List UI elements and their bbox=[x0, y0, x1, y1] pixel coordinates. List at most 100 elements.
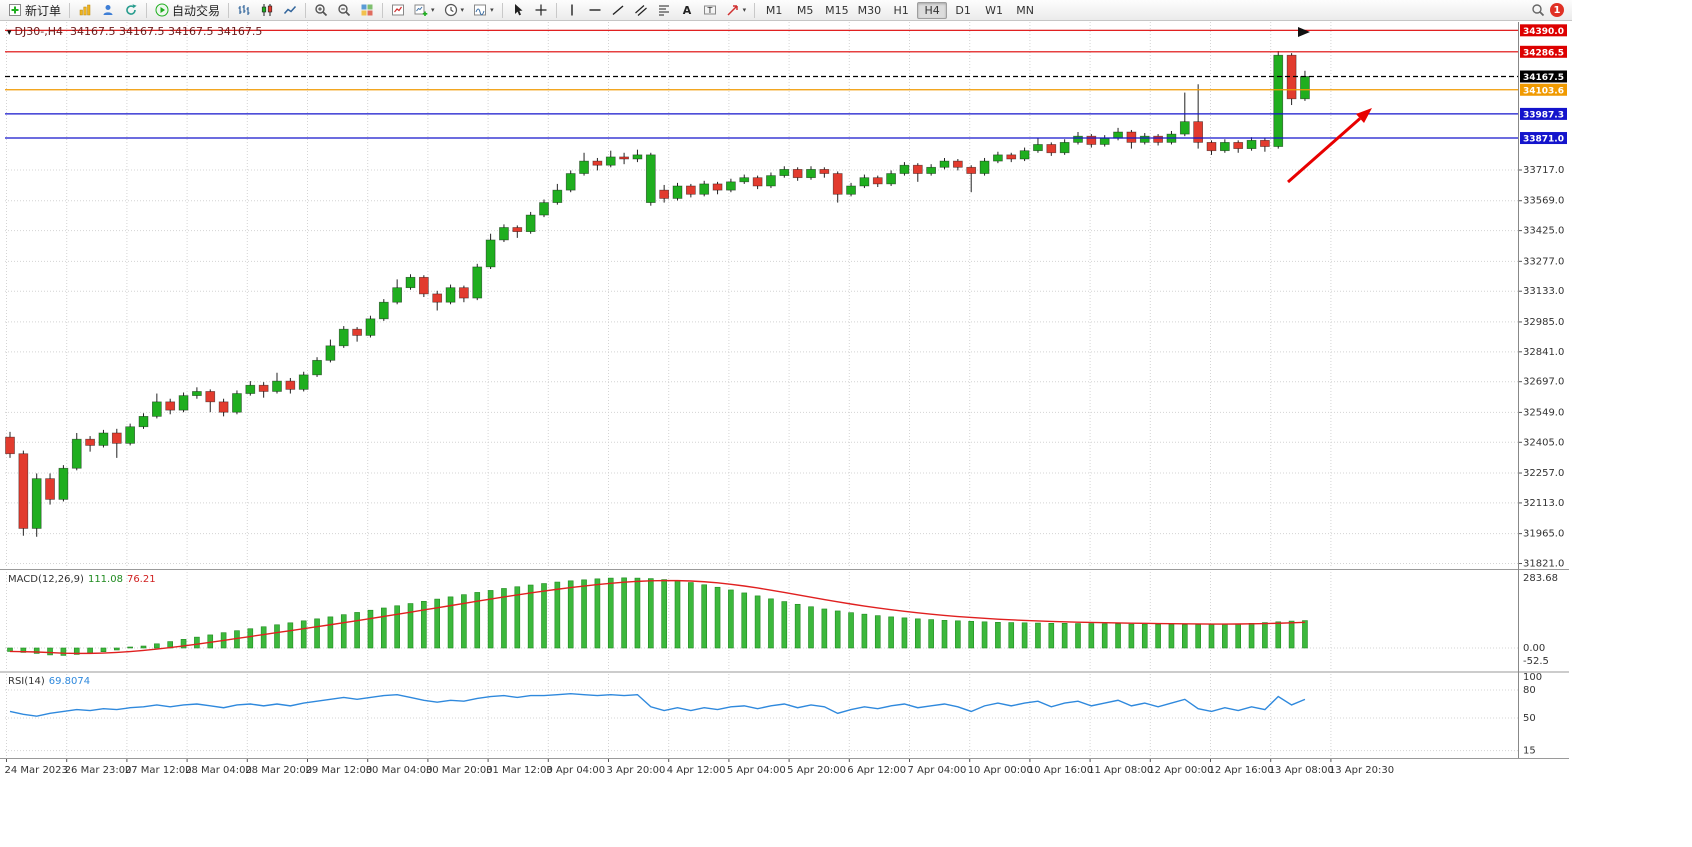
chart-candles-button[interactable] bbox=[256, 0, 278, 20]
new-order-button[interactable]: 新订单 bbox=[4, 0, 65, 20]
macd-bar bbox=[554, 581, 561, 649]
tile-windows-button[interactable] bbox=[356, 0, 378, 20]
candle-body bbox=[1006, 154, 1017, 160]
candle-body bbox=[419, 276, 429, 295]
indicator-list-button[interactable] bbox=[387, 0, 409, 20]
candle-body bbox=[192, 391, 202, 396]
candle-body bbox=[1260, 139, 1270, 147]
candle-body bbox=[619, 156, 629, 160]
svg-text:33871.0: 33871.0 bbox=[1523, 135, 1564, 145]
cursor-button[interactable] bbox=[507, 0, 529, 20]
notification-badge[interactable]: 1 bbox=[1550, 3, 1564, 17]
profiles-button[interactable] bbox=[97, 0, 119, 20]
trendline-button[interactable] bbox=[607, 0, 629, 20]
svg-text:A: A bbox=[682, 4, 691, 17]
chevron-down-icon: ▾ bbox=[431, 5, 435, 14]
macd-bar bbox=[487, 590, 494, 649]
vertical-line-button[interactable] bbox=[561, 0, 583, 20]
candle-body bbox=[218, 401, 229, 413]
timeframe-button-M15[interactable]: M15 bbox=[825, 3, 849, 17]
macd-bar bbox=[701, 584, 708, 649]
label-button[interactable]: T bbox=[699, 0, 721, 20]
candle-body bbox=[779, 169, 790, 176]
template-icon bbox=[474, 4, 487, 16]
candle-body bbox=[739, 177, 750, 183]
periods-button[interactable]: ▾ bbox=[440, 0, 469, 20]
candle-body bbox=[792, 169, 803, 179]
macd-axis-label: -52.5 bbox=[1523, 656, 1549, 667]
candle-body bbox=[45, 478, 55, 500]
time-axis-label: 11 Apr 08:00 bbox=[1088, 765, 1153, 776]
timeframe-button-W1[interactable]: W1 bbox=[985, 3, 1004, 17]
chart-bars-button[interactable] bbox=[233, 0, 255, 20]
macd-bar bbox=[434, 598, 441, 649]
timeframe-button-H4[interactable]: H4 bbox=[917, 1, 948, 19]
separator bbox=[382, 2, 384, 18]
trendline-icon bbox=[612, 5, 624, 16]
candle-body bbox=[85, 438, 95, 446]
candle-body bbox=[1219, 142, 1230, 152]
bar-chart-icon bbox=[238, 5, 250, 15]
candle-body bbox=[1073, 135, 1083, 143]
macd-bar bbox=[674, 580, 681, 649]
macd-bar bbox=[447, 596, 454, 649]
macd-bar bbox=[154, 643, 160, 649]
channel-button[interactable] bbox=[630, 0, 652, 20]
macd-bar bbox=[607, 577, 614, 649]
macd-bar bbox=[728, 589, 734, 649]
time-axis-label: 3 Apr 04:00 bbox=[546, 765, 605, 776]
candle-body bbox=[605, 156, 616, 166]
time-axis-label: 31 Mar 12:00 bbox=[486, 765, 553, 776]
timeframe-button-M30[interactable]: M30 bbox=[857, 3, 882, 17]
macd-bar bbox=[1088, 623, 1095, 649]
svg-text:33987.3: 33987.3 bbox=[1523, 110, 1564, 120]
candle-body bbox=[98, 432, 109, 446]
zoom-out-button[interactable] bbox=[333, 0, 355, 20]
horizontal-line-button[interactable] bbox=[584, 0, 606, 20]
templates-button[interactable]: ▾ bbox=[469, 0, 498, 20]
vertical-line-icon bbox=[570, 4, 573, 16]
chart-line-button[interactable] bbox=[279, 0, 301, 20]
macd-layer: 283.68 0.00 -52.5 bbox=[5, 573, 1558, 667]
refresh-button[interactable] bbox=[120, 0, 142, 20]
macd-bar bbox=[888, 616, 894, 649]
timeframe-button-H1[interactable]: H1 bbox=[893, 3, 909, 17]
crosshair-button[interactable] bbox=[530, 0, 552, 20]
price-axis-label: 32113.0 bbox=[1523, 498, 1564, 509]
macd-bar bbox=[647, 578, 654, 649]
fibonacci-button[interactable] bbox=[653, 0, 675, 20]
timeframe-button-M1[interactable]: M1 bbox=[765, 3, 783, 17]
candle-body bbox=[1033, 144, 1043, 152]
timeframe-button-D1[interactable]: D1 bbox=[955, 3, 971, 17]
macd-bar bbox=[914, 618, 921, 649]
separator bbox=[146, 2, 148, 18]
macd-bar bbox=[1168, 623, 1175, 649]
candle-body bbox=[298, 374, 309, 390]
new-chart-button[interactable] bbox=[74, 0, 96, 20]
macd-bar bbox=[274, 624, 280, 649]
timeframe-button-M5[interactable]: M5 bbox=[796, 3, 814, 17]
time-axis-label: 30 Mar 04:00 bbox=[366, 765, 433, 776]
macd-bar bbox=[461, 594, 467, 649]
candle-body bbox=[472, 266, 483, 299]
shapes-button[interactable]: ▾ bbox=[722, 0, 751, 20]
macd-bar bbox=[20, 647, 27, 653]
search-button[interactable] bbox=[1527, 0, 1549, 20]
candle-body bbox=[1046, 144, 1057, 154]
timeframe-button-MN[interactable]: MN bbox=[1016, 3, 1034, 17]
candle-body bbox=[325, 345, 336, 361]
candle-body bbox=[138, 416, 149, 428]
macd-bar bbox=[1262, 622, 1268, 649]
macd-bar bbox=[1141, 623, 1148, 649]
zoom-in-button[interactable] bbox=[310, 0, 332, 20]
time-axis-label: 6 Apr 12:00 bbox=[847, 765, 906, 776]
indicators-button[interactable]: ▾ bbox=[410, 0, 439, 20]
macd-bar bbox=[1155, 623, 1161, 649]
macd-bar bbox=[1288, 620, 1295, 649]
macd-bar bbox=[114, 647, 120, 651]
macd-bar bbox=[314, 618, 320, 649]
autotrading-button[interactable]: 自动交易 bbox=[151, 0, 224, 20]
price-axis-label: 31965.0 bbox=[1523, 529, 1564, 540]
text-button[interactable]: A bbox=[676, 0, 698, 20]
